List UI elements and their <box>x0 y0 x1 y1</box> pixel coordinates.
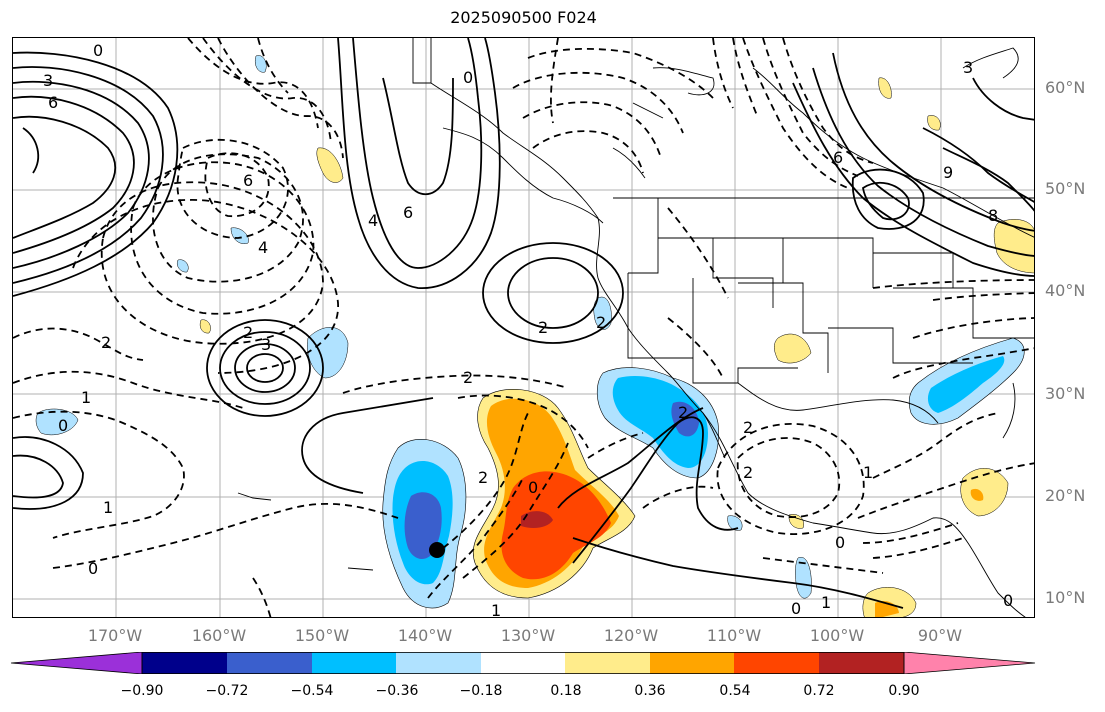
colorbar-tick-label: 0.90 <box>888 683 920 699</box>
colorbar-tick-label: 0.36 <box>634 683 666 699</box>
lon-label: 120°W <box>603 626 659 645</box>
colorbar-extend-low <box>11 652 142 674</box>
lon-label: 110°W <box>706 626 762 645</box>
colorbar-segment <box>650 652 734 674</box>
colorbar-segment <box>312 652 396 674</box>
storm-center-marker[interactable] <box>429 542 445 558</box>
contour-label: 0 <box>1003 591 1013 610</box>
contour-label: 0 <box>93 41 103 60</box>
contour-label: 6 <box>243 171 253 190</box>
map-canvas: 3 6 0 2 4 6 6 4 0 2 2 3 1 2 0 0 1 2 1 2 … <box>13 38 1034 618</box>
colorbar-segment <box>396 652 481 674</box>
contour-label: 9 <box>943 163 953 182</box>
contour-label: 3 <box>43 71 53 90</box>
contour-label: 1 <box>81 388 91 407</box>
contour-label: 0 <box>528 478 538 497</box>
contour-label: 2 <box>538 318 548 337</box>
colorbar <box>10 652 1036 674</box>
contour-label: 2 <box>678 403 688 422</box>
contour-label: 0 <box>463 68 473 87</box>
colorbar-segment <box>227 652 312 674</box>
lat-label: 50°N <box>1045 179 1086 198</box>
colorbar-tick-label: 0.18 <box>550 683 582 699</box>
lon-label: 170°W <box>87 626 143 645</box>
colorbar-tick-label: −0.54 <box>290 683 334 699</box>
colorbar-segment <box>142 652 227 674</box>
colorbar-tick-label: 0.72 <box>803 683 835 699</box>
lon-label: 160°W <box>191 626 247 645</box>
lat-label: 40°N <box>1045 281 1086 300</box>
contour-label: 3 <box>963 58 973 77</box>
map-title: 2025090500 F024 <box>450 8 597 27</box>
lon-label: 90°W <box>917 626 963 645</box>
colorbar-tick-label: −0.36 <box>375 683 419 699</box>
colorbar-tick-label: −0.72 <box>205 683 249 699</box>
colorbar-segment <box>481 652 565 674</box>
colorbar-segment <box>565 652 650 674</box>
contour-label: 8 <box>988 206 998 225</box>
lat-label: 60°N <box>1045 78 1086 97</box>
dashed-contours <box>13 38 1034 617</box>
lat-label: 30°N <box>1045 384 1086 403</box>
colorbar-tick-label: 0.54 <box>719 683 751 699</box>
contour-label: 0 <box>791 599 801 618</box>
contour-label: 6 <box>833 148 843 167</box>
contour-label: 3 <box>261 335 271 354</box>
contour-label: 6 <box>403 203 413 222</box>
contour-label: 2 <box>463 368 473 387</box>
contour-label: 2 <box>743 418 753 437</box>
contour-label: 2 <box>243 323 253 342</box>
contour-label: 0 <box>835 533 845 552</box>
solid-contours <box>13 38 1034 609</box>
contour-label: 1 <box>863 463 873 482</box>
contour-labels: 3 6 0 2 4 6 6 4 0 2 2 3 1 2 0 0 1 2 1 2 … <box>43 41 1013 618</box>
colorbar-segment <box>819 652 904 674</box>
lon-label: 100°W <box>809 626 865 645</box>
contour-label: 0 <box>58 416 68 435</box>
lat-label: 20°N <box>1045 486 1086 505</box>
contour-label: 1 <box>103 498 113 517</box>
contour-label: 1 <box>821 593 831 612</box>
colorbar-tick-label: −0.90 <box>120 683 164 699</box>
colorbar-extend-high <box>904 652 1035 674</box>
map-panel[interactable]: 3 6 0 2 4 6 6 4 0 2 2 3 1 2 0 0 1 2 1 2 … <box>12 37 1035 618</box>
lon-label: 130°W <box>500 626 556 645</box>
shaded-fields <box>35 55 1034 617</box>
contour-label: 1 <box>491 601 501 618</box>
colorbar-segment <box>734 652 819 674</box>
contour-label: 4 <box>258 238 268 257</box>
lon-label: 150°W <box>294 626 350 645</box>
contour-label: 4 <box>368 211 378 230</box>
contour-label: 2 <box>596 313 606 332</box>
lat-label: 10°N <box>1045 588 1086 607</box>
colorbar-tick-label: −0.18 <box>459 683 503 699</box>
contour-label: 0 <box>88 559 98 578</box>
contour-label: 6 <box>48 93 58 112</box>
contour-label: 2 <box>743 463 753 482</box>
coastlines <box>237 38 1034 617</box>
contour-label: 2 <box>101 333 111 352</box>
lon-label: 140°W <box>397 626 453 645</box>
contour-label: 2 <box>478 468 488 487</box>
